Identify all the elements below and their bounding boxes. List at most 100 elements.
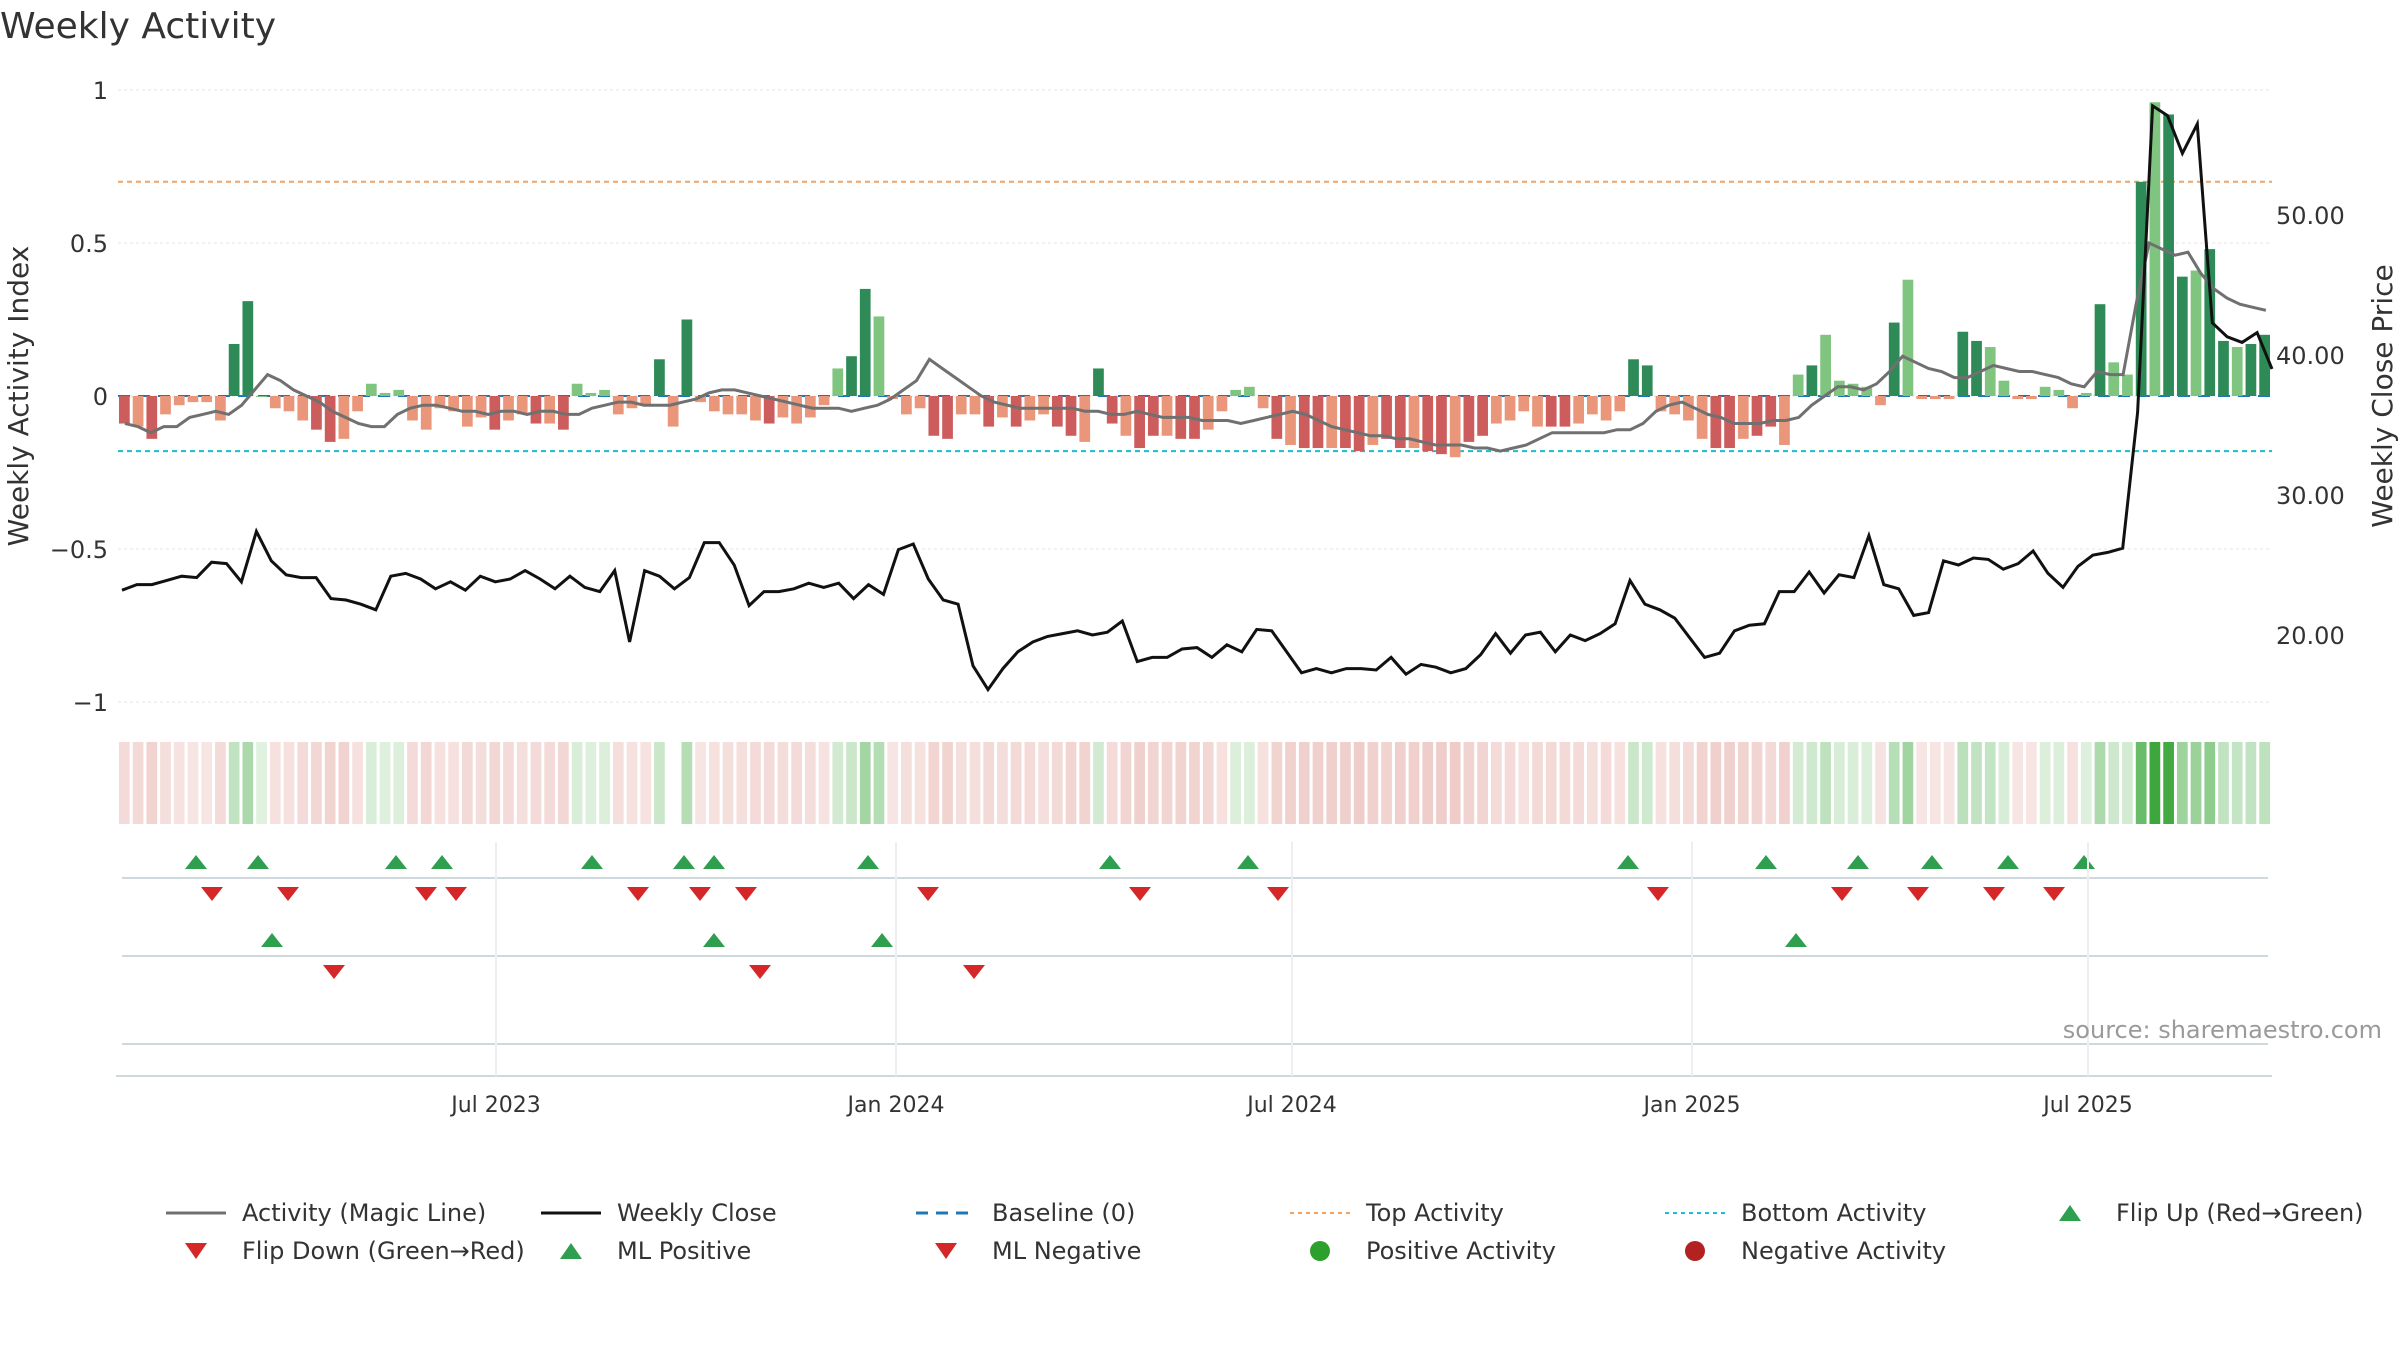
- y2-tick-label: 30.00: [2276, 482, 2345, 510]
- activity-bar: [1298, 396, 1310, 449]
- activity-bar: [187, 396, 199, 403]
- activity-bar: [1532, 396, 1543, 427]
- legend-label: ML Negative: [992, 1237, 1142, 1265]
- activity-strip-cell: [1600, 742, 1612, 824]
- activity-strip-cell: [804, 742, 816, 824]
- flip-down-marker: [917, 887, 939, 901]
- activity-bar: [146, 396, 158, 439]
- activity-bar: [1051, 396, 1063, 427]
- activity-strip-cell: [1038, 742, 1049, 824]
- activity-strip-cell: [1751, 742, 1763, 824]
- flip-down-marker: [689, 887, 711, 901]
- activity-strip-cell: [1298, 742, 1310, 824]
- activity-strip-cell: [475, 742, 487, 824]
- activity-bar: [1806, 365, 1818, 396]
- activity-strip-cell: [544, 742, 556, 824]
- activity-strip-cell: [2176, 742, 2188, 824]
- legend-swatch: [539, 1236, 603, 1266]
- activity-strip-cell: [681, 742, 693, 824]
- activity-bar: [448, 396, 459, 412]
- activity-bar: [873, 316, 885, 396]
- activity-strip-cell: [1381, 742, 1392, 824]
- activity-strip-cell: [901, 742, 912, 824]
- activity-bar: [352, 396, 363, 412]
- activity-strip-cell: [1271, 742, 1283, 824]
- activity-strip-cell: [1093, 742, 1104, 824]
- activity-strip-cell: [2122, 742, 2133, 824]
- legend-item: Top Activity: [1288, 1198, 1504, 1228]
- activity-strip-cell: [201, 742, 213, 824]
- activity-strip-cell: [1875, 742, 1886, 824]
- activity-bar: [475, 396, 487, 418]
- activity-strip-cell: [1545, 742, 1557, 824]
- activity-bar: [2245, 343, 2257, 396]
- activity-strip-cell: [791, 742, 802, 824]
- legend-swatch: [914, 1236, 978, 1266]
- ml-negative-marker: [963, 965, 985, 979]
- x-tick-label: Jul 2024: [1245, 1093, 1337, 1118]
- x-tick-label: Jul 2025: [2041, 1093, 2133, 1118]
- activity-strip-cell: [283, 742, 295, 824]
- flip-up-marker: [1099, 855, 1121, 869]
- activity-strip-cell: [1490, 742, 1502, 824]
- activity-strip-cell: [1847, 742, 1859, 824]
- activity-strip-cell: [1683, 742, 1694, 824]
- activity-strip-cell: [654, 742, 665, 824]
- activity-bar: [173, 396, 185, 406]
- activity-strip-cell: [1422, 742, 1434, 824]
- activity-bar: [667, 396, 679, 427]
- legend-swatch: [164, 1236, 228, 1266]
- activity-strip-cell: [2135, 742, 2147, 824]
- activity-bar: [1957, 331, 1969, 396]
- activity-strip-cell: [571, 742, 583, 824]
- legend-item: Flip Down (Green→Red): [164, 1236, 525, 1266]
- activity-strip-cell: [2053, 742, 2065, 824]
- activity-bar: [1696, 396, 1708, 439]
- legend-item: Activity (Magic Line): [164, 1198, 486, 1228]
- flip-down-marker: [277, 887, 299, 901]
- activity-strip-cell: [2149, 742, 2161, 824]
- activity-strip-cell: [708, 742, 720, 824]
- activity-strip-cell: [2094, 742, 2106, 824]
- activity-bar: [859, 288, 871, 396]
- activity-bar: [1230, 389, 1242, 396]
- activity-bar: [722, 396, 734, 415]
- activity-bar: [365, 383, 377, 396]
- activity-strip-cell: [516, 742, 528, 824]
- activity-strip-cell: [173, 742, 185, 824]
- activity-bar: [2204, 249, 2216, 396]
- activity-bar: [1367, 396, 1379, 445]
- activity-strip-cell: [1147, 742, 1159, 824]
- activity-bar: [324, 396, 336, 442]
- activity-bar: [1490, 396, 1502, 424]
- flip-up-marker: [673, 855, 695, 869]
- activity-bar: [1765, 396, 1777, 427]
- flip-up-marker: [185, 855, 207, 869]
- activity-bar: [2122, 374, 2133, 396]
- activity-bar: [818, 396, 830, 406]
- activity-strip-cell: [1340, 742, 1351, 824]
- activity-bar: [654, 359, 665, 396]
- activity-strip-cell: [1175, 742, 1187, 824]
- reference-lines: [118, 180, 2272, 453]
- activity-strip-cell: [1916, 742, 1928, 824]
- activity-bar: [201, 396, 213, 403]
- activity-strip-cell: [969, 742, 981, 824]
- activity-strip-cell: [269, 742, 281, 824]
- activity-bar: [1628, 359, 1639, 396]
- flip-down-marker: [1267, 887, 1289, 901]
- activity-strip-cell: [763, 742, 775, 824]
- activity-bar: [2039, 386, 2051, 396]
- activity-strip-cell: [695, 742, 706, 824]
- y-tick-label: 1: [93, 77, 108, 105]
- activity-strip-cell: [1641, 742, 1653, 824]
- activity-bar: [571, 383, 583, 396]
- flip-up-marker: [857, 855, 879, 869]
- ml-negative-marker: [323, 965, 345, 979]
- y2-axis-title: Weekly Close Price: [2366, 264, 2399, 527]
- activity-strip-cell: [338, 742, 350, 824]
- x-tick-label: Jan 2024: [846, 1093, 945, 1118]
- activity-strip-cell: [1367, 742, 1379, 824]
- activity-bar: [2108, 362, 2120, 396]
- activity-bar: [695, 396, 706, 403]
